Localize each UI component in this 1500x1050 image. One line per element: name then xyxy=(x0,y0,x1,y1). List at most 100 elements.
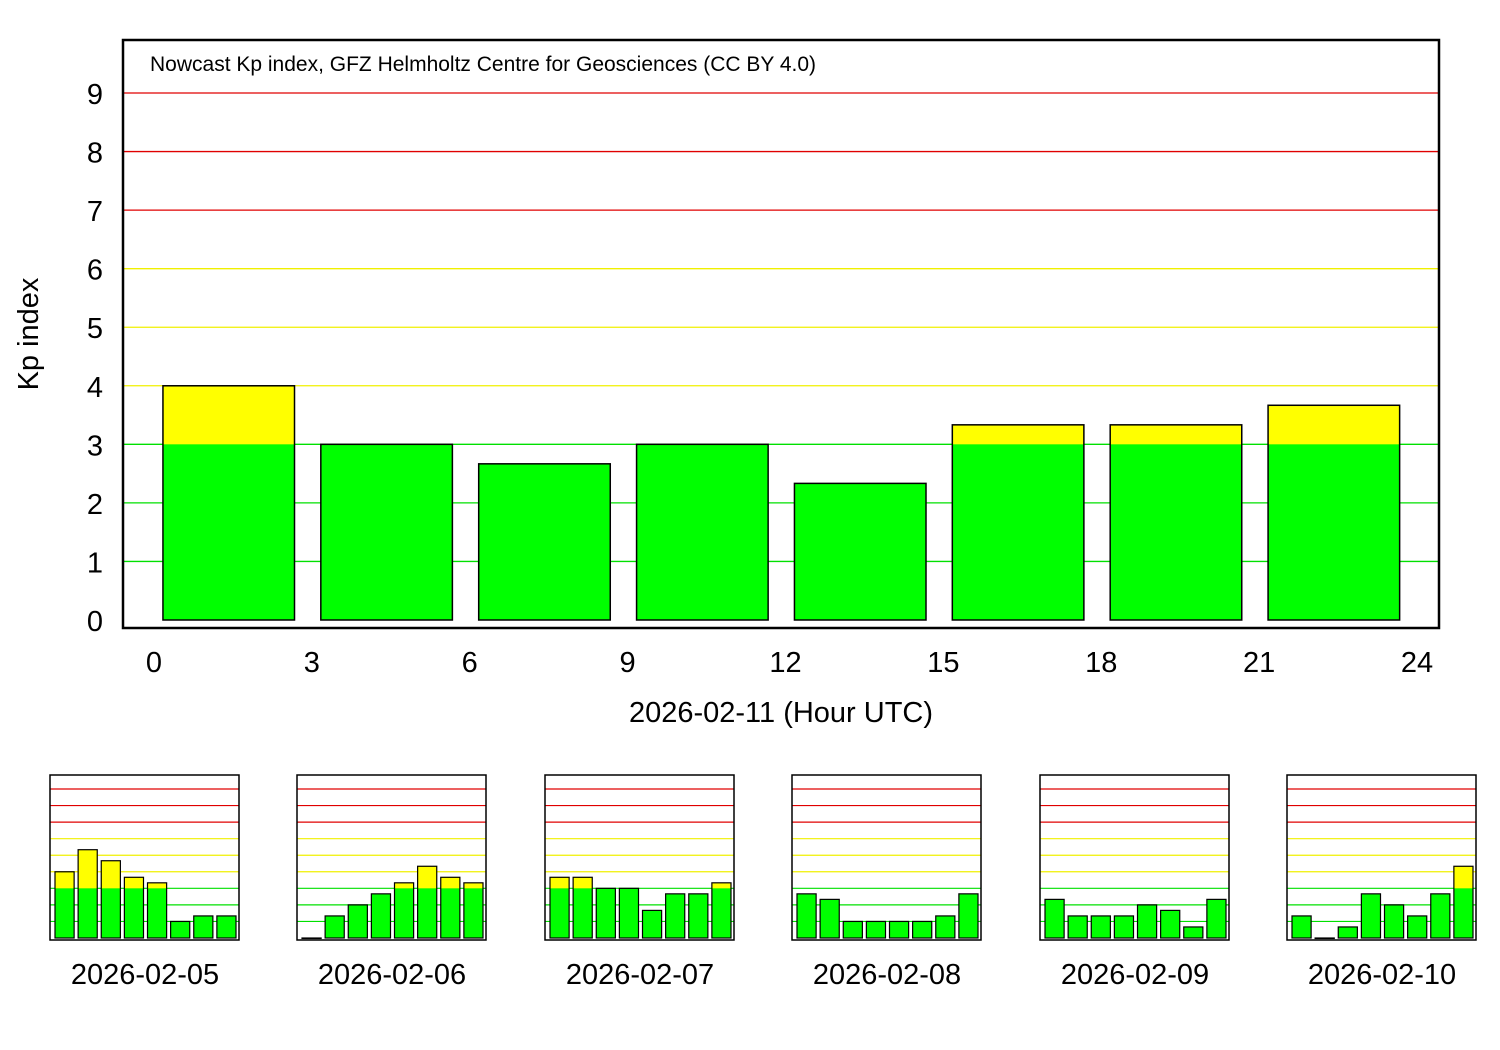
bar-outline xyxy=(595,887,616,939)
y-tick-label: 1 xyxy=(87,547,103,579)
bar-outline xyxy=(1314,937,1335,940)
bar-yellow-segment xyxy=(1268,405,1400,445)
bar-green-segment xyxy=(1430,893,1450,938)
y-tick-label: 9 xyxy=(87,79,103,111)
bar-outline xyxy=(1291,915,1312,939)
mini-chart: 2026-02-05 xyxy=(49,774,240,991)
bar-outline xyxy=(572,876,593,939)
bar-green-segment xyxy=(320,444,453,620)
bar-outline xyxy=(1360,893,1382,939)
bar-green-segment xyxy=(1268,444,1400,620)
bar-outline xyxy=(347,904,368,939)
bar-green-segment xyxy=(348,904,368,938)
bar-yellow-segment xyxy=(573,877,593,889)
bar-green-segment xyxy=(642,910,662,938)
mini-date-label: 2026-02-06 xyxy=(318,959,466,991)
bar-green-segment xyxy=(463,888,483,938)
bar-outline xyxy=(793,482,927,621)
x-tick-label: 9 xyxy=(620,647,636,679)
bar-yellow-segment xyxy=(55,871,75,889)
bar-outline xyxy=(688,893,709,939)
bar-green-segment xyxy=(1338,926,1358,938)
bar-outline xyxy=(711,882,732,939)
bar-yellow-segment xyxy=(101,860,121,889)
mini-plot-frame xyxy=(49,774,240,941)
bar-green-segment xyxy=(1361,893,1381,938)
bar-green-segment xyxy=(55,888,75,938)
bar-outline xyxy=(146,882,168,939)
bar-green-segment xyxy=(193,915,213,938)
bar-yellow-segment xyxy=(952,424,1084,445)
mini-date-label: 2026-02-10 xyxy=(1308,959,1456,991)
bar-green-segment xyxy=(1068,915,1088,938)
bar-outline xyxy=(393,882,415,939)
bar-outline xyxy=(320,443,454,621)
bar-outline xyxy=(549,876,570,939)
bar-green-segment xyxy=(417,888,437,938)
y-tick-label: 7 xyxy=(87,196,103,228)
x-tick-label: 24 xyxy=(1401,647,1433,679)
bar-outline xyxy=(193,915,214,939)
mini-chart: 2026-02-10 xyxy=(1286,774,1477,991)
bar-outline xyxy=(123,876,145,939)
bar-outline xyxy=(1206,898,1227,939)
bar-green-segment xyxy=(325,915,345,938)
mini-chart: 2026-02-06 xyxy=(296,774,487,991)
y-tick-label: 3 xyxy=(87,430,103,462)
bar-outline xyxy=(618,887,640,939)
x-tick-label: 3 xyxy=(304,647,320,679)
x-tick-label: 18 xyxy=(1085,647,1117,679)
bar-outline xyxy=(216,915,237,939)
bar-green-segment xyxy=(147,888,167,938)
bar-yellow-segment xyxy=(1453,866,1473,889)
bar-outline xyxy=(842,920,863,939)
bar-green-segment xyxy=(1160,910,1180,938)
bar-green-segment xyxy=(1091,915,1111,938)
bar-green-segment xyxy=(596,888,616,938)
bar-yellow-segment xyxy=(147,882,167,889)
bar-outline xyxy=(635,443,769,621)
bar-yellow-segment xyxy=(394,882,414,889)
mini-plot-frame xyxy=(544,774,735,941)
bar-outline xyxy=(1044,898,1065,939)
bar-green-segment xyxy=(794,483,927,620)
bar-outline xyxy=(796,893,817,939)
bar-outline xyxy=(819,898,840,939)
bar-green-segment xyxy=(952,444,1084,620)
mini-plot-frame xyxy=(1039,774,1230,941)
bar-outline xyxy=(1113,915,1135,939)
mini-date-label: 2026-02-07 xyxy=(566,959,714,991)
bar-outline xyxy=(370,893,392,939)
bar-outline xyxy=(1160,909,1181,939)
bar-outline xyxy=(1267,404,1401,621)
mini-date-label: 2026-02-09 xyxy=(1061,959,1209,991)
bar-green-segment xyxy=(1453,888,1473,938)
mini-chart: 2026-02-07 xyxy=(544,774,735,991)
bar-green-segment xyxy=(820,899,840,938)
y-tick-label: 5 xyxy=(87,313,103,345)
mini-plot-frame xyxy=(296,774,487,941)
bar-yellow-segment xyxy=(550,877,570,889)
x-axis-label: 2026-02-11 (Hour UTC) xyxy=(629,697,933,729)
bar-outline xyxy=(1067,915,1088,939)
x-tick-label: 15 xyxy=(927,647,959,679)
bar-green-segment xyxy=(866,921,886,938)
y-axis-label: Kp index xyxy=(13,277,45,390)
bar-outline xyxy=(170,920,191,939)
x-tick-label: 6 xyxy=(462,647,478,679)
bar-green-segment xyxy=(889,921,909,938)
bar-outline xyxy=(440,876,461,939)
bar-green-segment xyxy=(843,921,863,938)
bar-outline xyxy=(77,849,98,939)
bar-outline xyxy=(888,920,910,939)
bar-outline xyxy=(1453,865,1474,939)
mini-plot-frame xyxy=(791,774,982,941)
bar-green-segment xyxy=(797,893,817,938)
bar-green-segment xyxy=(478,463,611,620)
mini-charts: 2026-02-05 2026-02-06 2026-02-07 2026-02-08… xyxy=(49,774,1477,991)
bar-green-segment xyxy=(619,888,639,938)
y-tick-label: 2 xyxy=(87,489,103,521)
bar-outline xyxy=(100,860,121,939)
